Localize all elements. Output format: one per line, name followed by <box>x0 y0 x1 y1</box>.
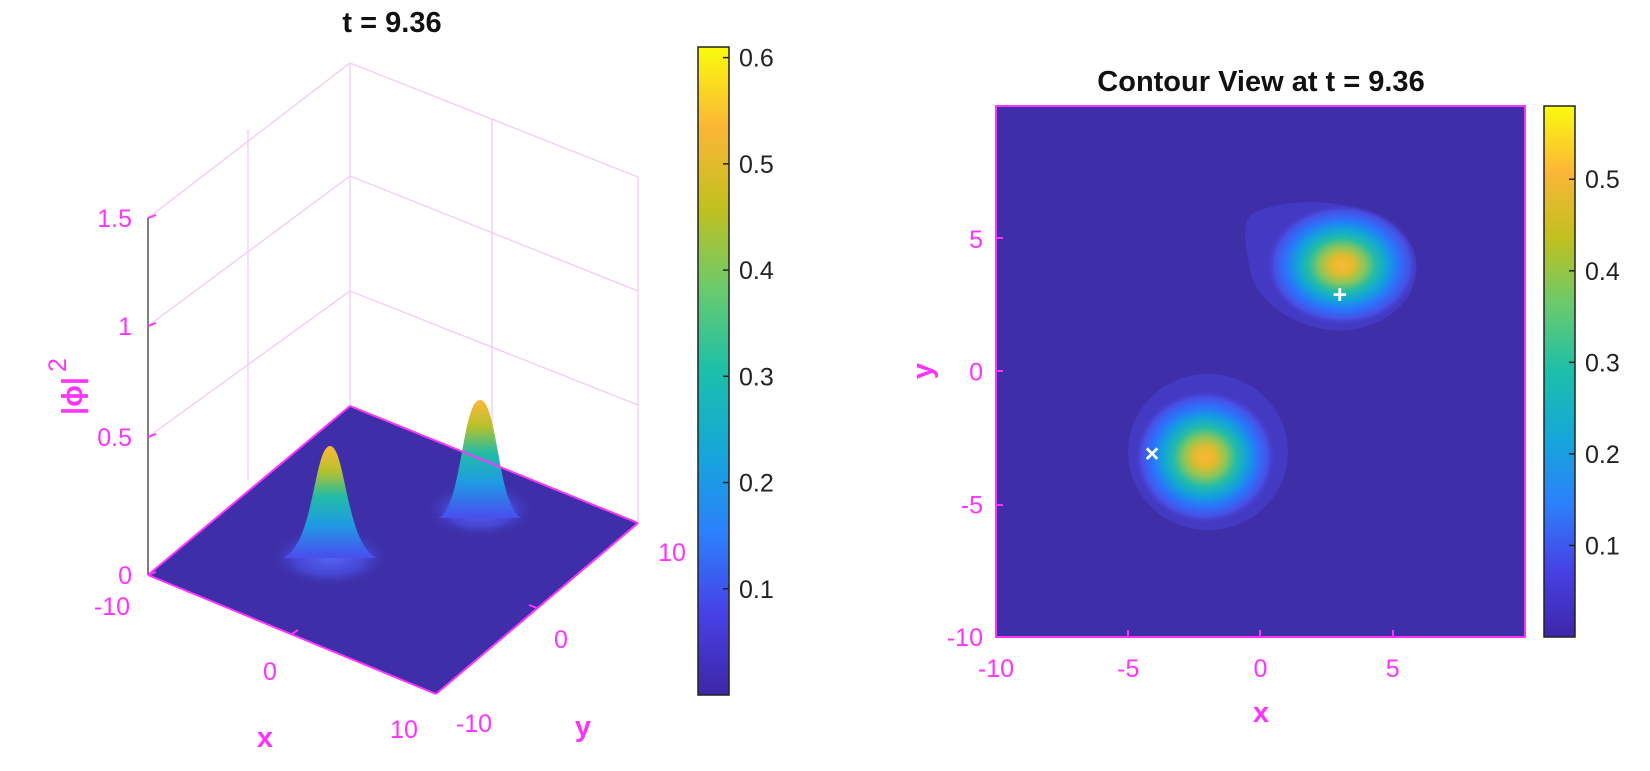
colorbar-gradient <box>1543 105 1576 638</box>
contour-field <box>996 106 1525 637</box>
y-tick-label: -5 <box>961 491 983 519</box>
colorbar-tick-label: 0.4 <box>1585 258 1620 286</box>
x-tick-label: 10 <box>390 716 418 744</box>
contour-plot: × + Contour View at t = 9.36 -10 -5 0 5 -10 -5 0… <box>907 66 1526 729</box>
surface-axes <box>147 214 639 695</box>
z-axis-label: |ϕ| <box>57 377 89 415</box>
surface-peak <box>282 446 378 558</box>
colorbar-tick-label: 0.3 <box>739 363 774 391</box>
contour-ticks <box>996 237 1394 637</box>
colorbar-surface: 0.1 0.2 0.3 0.4 0.5 0.6 <box>697 45 774 696</box>
colorbar-tick-label: 0.1 <box>1585 532 1620 560</box>
contour-blob <box>1135 391 1275 523</box>
z-tick-label: 1 <box>118 313 132 341</box>
y-tick-label: 0 <box>554 626 568 654</box>
colorbar-tick-label: 0.3 <box>1585 349 1620 377</box>
colorbar-tick-label: 0.6 <box>739 45 774 73</box>
y-tick-label: 10 <box>658 539 686 567</box>
colorbar-tick-label: 0.2 <box>1585 441 1620 469</box>
contour-title: Contour View at t = 9.36 <box>1097 66 1424 98</box>
plus-marker: + <box>1333 281 1348 309</box>
x-axis-label: x <box>1253 697 1269 729</box>
y-axis-label: y <box>575 711 591 743</box>
x-tick-label: 0 <box>1254 655 1268 683</box>
x-tick-label: 5 <box>1386 655 1400 683</box>
colorbar-tick-label: 0.5 <box>739 151 774 179</box>
y-axis-label: y <box>907 363 939 379</box>
y-tick-label: 5 <box>969 226 983 254</box>
y-tick-label: -10 <box>947 624 983 652</box>
colorbar-tick-label: 0.5 <box>1585 166 1620 194</box>
z-axis-label-superscript: 2 <box>44 358 72 372</box>
colorbar-tick-label: 0.4 <box>739 257 774 285</box>
surface-grid <box>147 62 639 523</box>
surface-plot: t = 9.36 0 0.5 1 1.5 -10 0 10 -10 0 10 x y |ϕ| 2 <box>44 7 686 754</box>
surface-title: t = 9.36 <box>342 7 441 39</box>
cross-marker: × <box>1145 440 1160 468</box>
colorbar-tick-label: 0.1 <box>739 576 774 604</box>
colorbar-contour: 0.1 0.2 0.3 0.4 0.5 <box>1543 105 1620 638</box>
z-tick-label: 0 <box>118 562 132 590</box>
z-tick-label: 1.5 <box>97 205 132 233</box>
colorbar-gradient <box>697 46 730 696</box>
surface-base <box>148 406 638 694</box>
y-tick-label: -10 <box>456 710 492 738</box>
x-tick-label: -5 <box>1117 655 1139 683</box>
colorbar-tick-label: 0.2 <box>739 470 774 498</box>
x-axis-label: x <box>257 722 273 754</box>
x-tick-label: -10 <box>94 593 130 621</box>
x-tick-label: 0 <box>263 658 277 686</box>
y-tick-label: 0 <box>969 359 983 387</box>
contour-blob <box>1267 205 1417 325</box>
z-tick-label: 0.5 <box>97 424 132 452</box>
x-tick-label: -10 <box>978 655 1014 683</box>
